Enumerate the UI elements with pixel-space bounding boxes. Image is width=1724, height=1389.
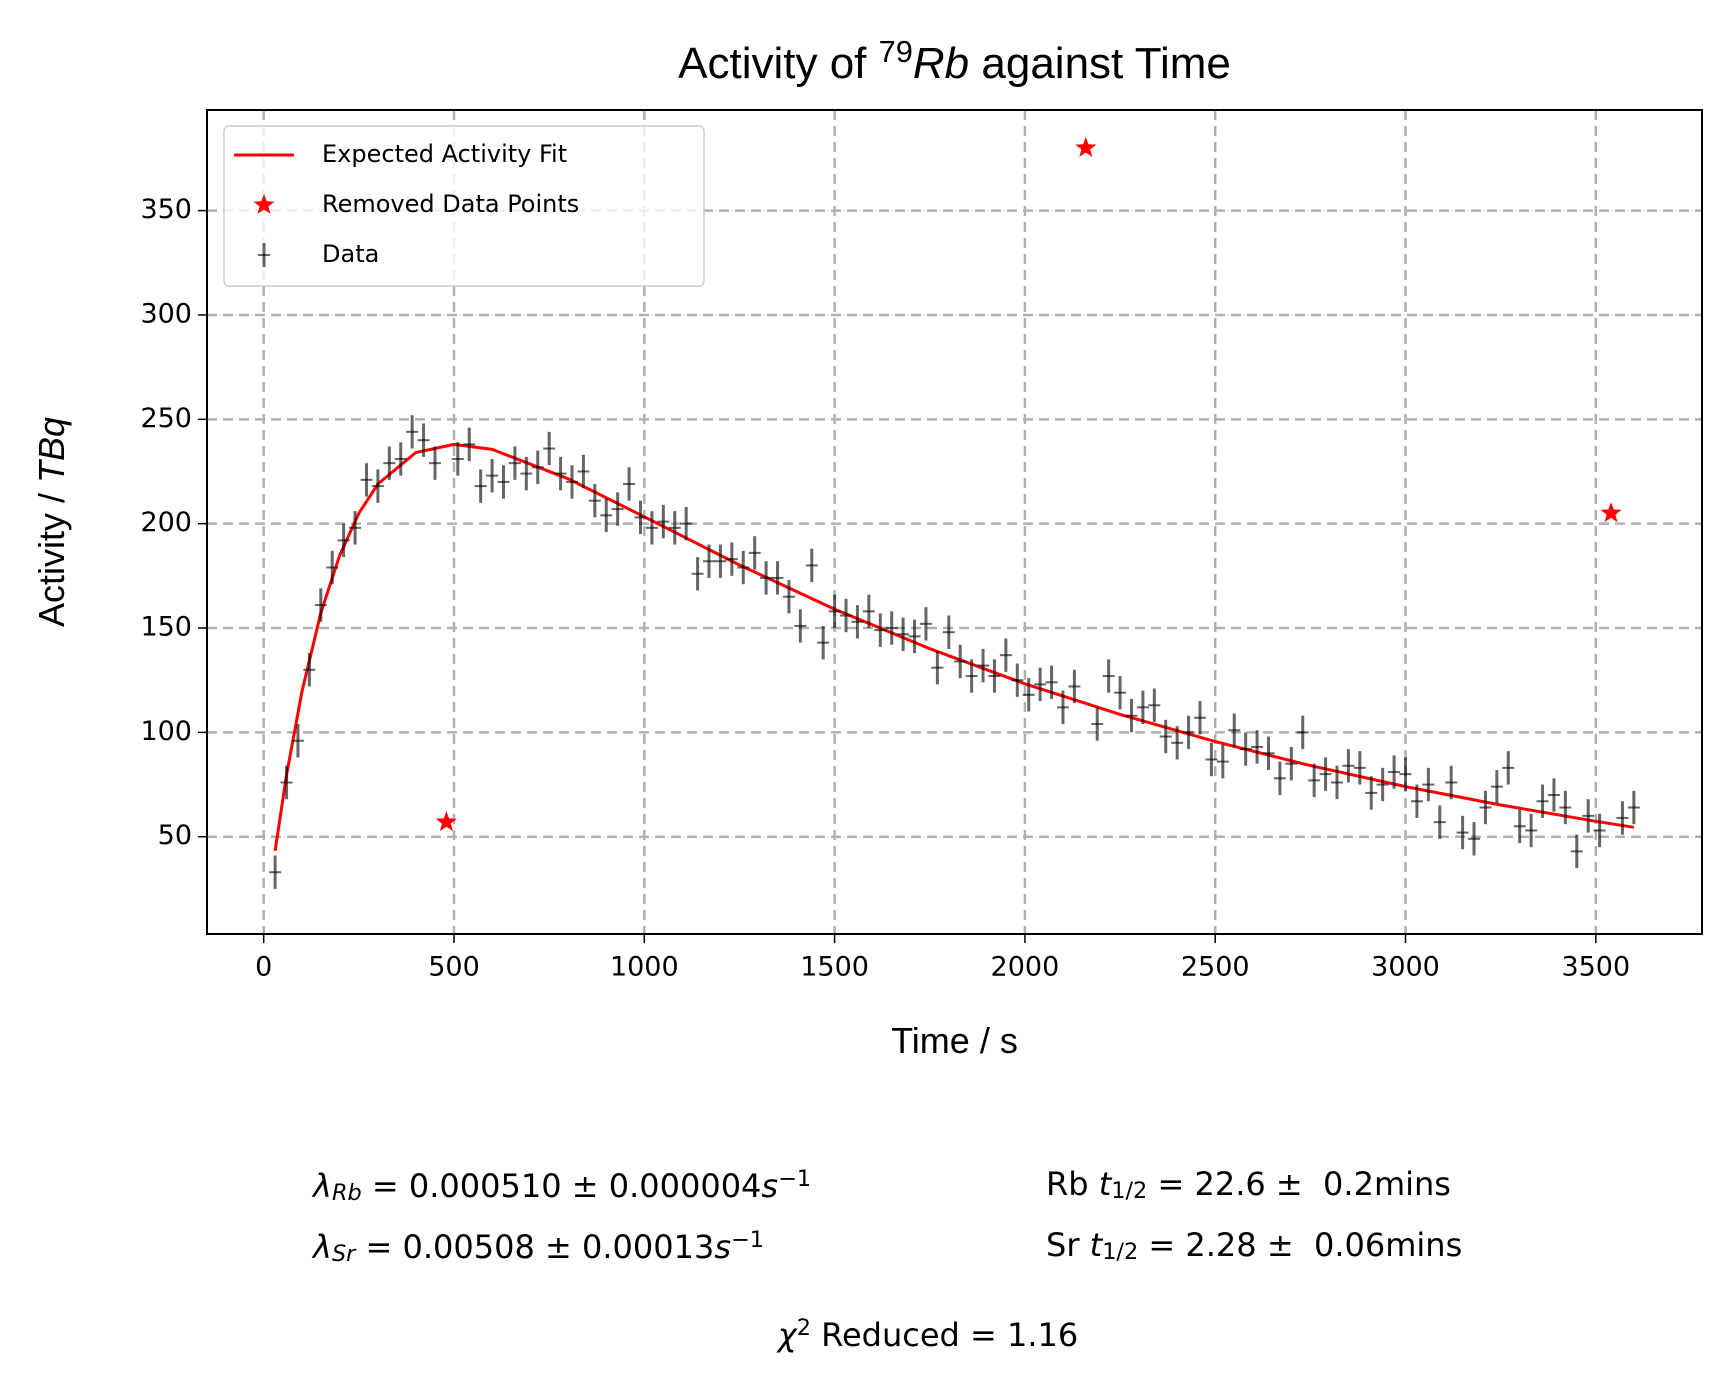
x-tick-label: 1000 xyxy=(610,952,679,983)
text-part: λ xyxy=(311,1228,332,1266)
text-part: TBq xyxy=(31,417,72,483)
text-part: = 0.00508 ± 0.00013 xyxy=(355,1228,714,1266)
x-tick-label: 1500 xyxy=(800,952,869,983)
text-part: λ xyxy=(311,1167,332,1205)
legend-label: Expected Activity Fit xyxy=(322,140,567,168)
legend-box xyxy=(223,125,705,287)
x-axis-label: Time / s xyxy=(891,1020,1018,1061)
annotation: λRb = 0.000510 ± 0.000004s−1 xyxy=(311,1166,811,1206)
text-part: t xyxy=(1090,1226,1104,1264)
text-part: = 22.6 ± 0.2mins xyxy=(1147,1165,1451,1203)
text-part: χ xyxy=(776,1316,798,1354)
text-part: 2 xyxy=(797,1315,811,1341)
chart-title: Activity of 79Rb against Time xyxy=(678,34,1231,88)
text-part: 1/2 xyxy=(1102,1239,1138,1265)
text-part: s xyxy=(714,1228,731,1266)
y-tick-label: 350 xyxy=(140,194,192,225)
plot-frame xyxy=(206,109,1703,935)
text-part: Activity of xyxy=(678,39,879,88)
y-tick-label: 200 xyxy=(140,507,192,538)
y-tick-label: 100 xyxy=(140,716,192,747)
removed-point xyxy=(1600,502,1622,523)
y-tick-label: 50 xyxy=(158,820,192,851)
legend-label: Data xyxy=(322,240,379,268)
text-part: against Time xyxy=(969,39,1231,88)
annotation: Rb t1/2 = 22.6 ± 0.2mins xyxy=(1046,1165,1451,1204)
text-part: Activity / xyxy=(31,483,72,627)
annotation: Sr t1/2 = 2.28 ± 0.06mins xyxy=(1046,1226,1462,1265)
x-tick-label: 2500 xyxy=(1181,952,1250,983)
text-part: 79 xyxy=(879,34,913,69)
annotation: χ2 Reduced = 1.16 xyxy=(776,1315,1078,1354)
text-part: Rb xyxy=(332,1180,362,1206)
x-tick-label: 2000 xyxy=(991,952,1060,983)
text-part: Sr xyxy=(1046,1226,1090,1264)
y-tick-label: 250 xyxy=(140,403,192,434)
x-tick-label: 0 xyxy=(255,952,272,983)
text-part: Rb xyxy=(913,39,969,88)
y-tick-label: 150 xyxy=(140,612,192,643)
x-tick-label: 3500 xyxy=(1561,952,1630,983)
text-part: = 2.28 ± 0.06mins xyxy=(1138,1226,1462,1264)
removed-point xyxy=(1075,137,1097,157)
text-part: s xyxy=(761,1167,778,1205)
annotation: λSr = 0.00508 ± 0.00013s−1 xyxy=(311,1227,764,1267)
x-tick-label: 500 xyxy=(428,952,480,983)
legend-swatch xyxy=(253,194,275,214)
text-part: −1 xyxy=(778,1166,811,1192)
text-part: −1 xyxy=(731,1227,764,1253)
x-tick-label: 3000 xyxy=(1371,952,1440,983)
text-part: Reduced = 1.16 xyxy=(811,1316,1078,1354)
text-part: t xyxy=(1099,1165,1113,1203)
text-part: 1/2 xyxy=(1111,1178,1147,1204)
text-part: = 0.000510 ± 0.000004 xyxy=(362,1167,762,1205)
text-part: Time / s xyxy=(891,1020,1018,1061)
text-part: Rb xyxy=(1046,1165,1099,1203)
y-axis-label: Activity / TBq xyxy=(31,417,72,627)
removed-point xyxy=(435,811,457,831)
text-part: Sr xyxy=(332,1241,357,1267)
y-tick-label: 300 xyxy=(140,298,192,329)
legend-label: Removed Data Points xyxy=(322,190,579,218)
